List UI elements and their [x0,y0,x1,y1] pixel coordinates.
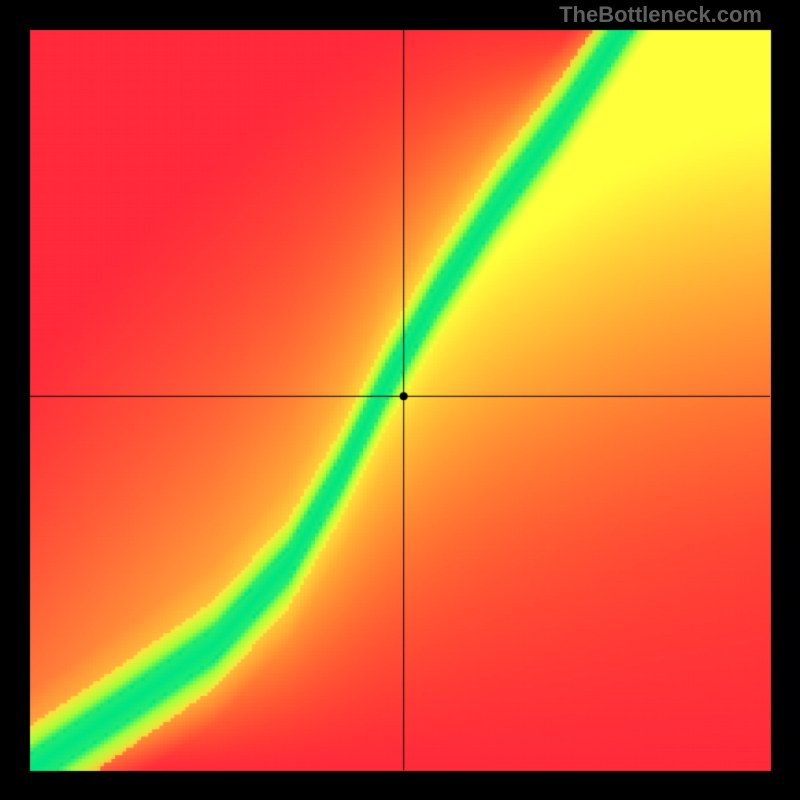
watermark-text: TheBottleneck.com [559,2,762,28]
bottleneck-heatmap [0,0,800,800]
chart-container: { "watermark": { "text": "TheBottleneck.… [0,0,800,800]
